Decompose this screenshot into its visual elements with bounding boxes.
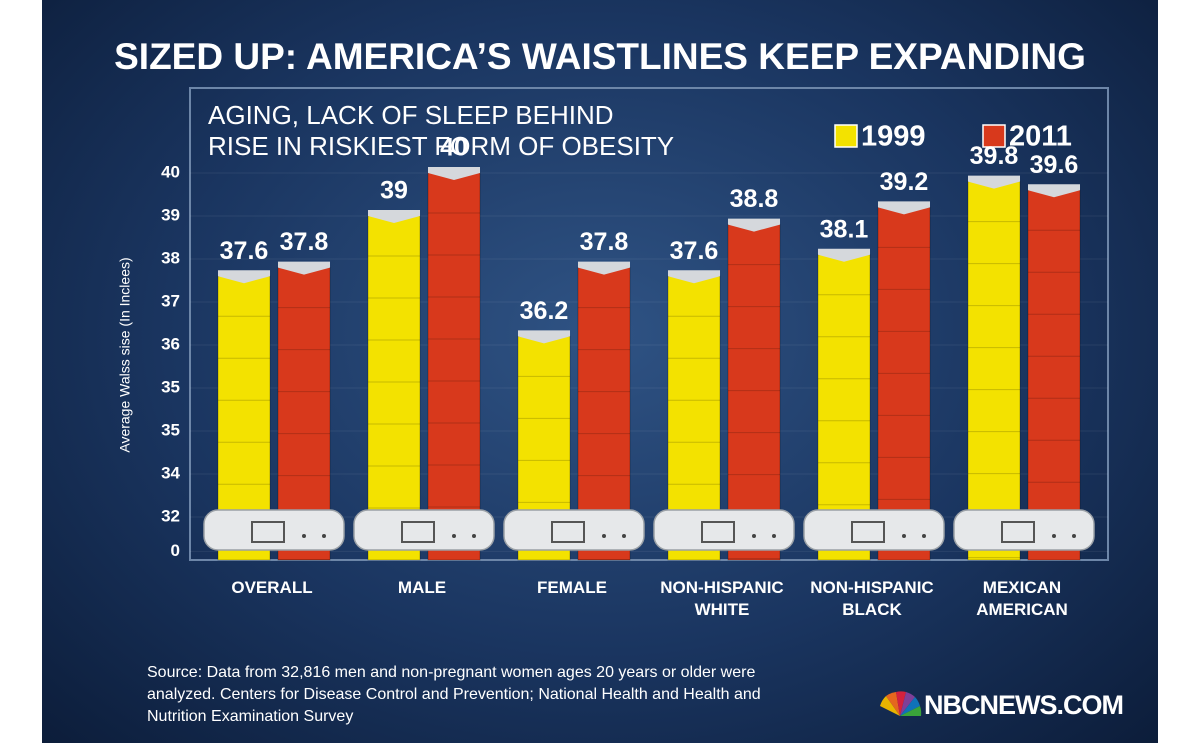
x-tick-label: NON-HISPANIC WHITE <box>660 578 784 619</box>
x-tick-label: FEMALE <box>537 578 607 597</box>
bar <box>967 181 1021 561</box>
bar-cap <box>878 201 930 215</box>
data-label: 37.6 <box>670 237 719 265</box>
y-axis-label: Average Walss sise (In Inclees) <box>117 257 133 452</box>
data-label: 40 <box>440 134 468 162</box>
belt <box>353 509 495 551</box>
data-label: 38.8 <box>730 185 779 213</box>
bar <box>367 215 421 561</box>
data-label: 36.2 <box>520 297 569 325</box>
data-label: 37.6 <box>220 237 269 265</box>
data-label: 38.1 <box>820 215 869 243</box>
belt-buckle <box>701 521 735 543</box>
y-tick-label: 34 <box>161 463 180 482</box>
y-tick-label: 38 <box>161 248 180 267</box>
belt-hole <box>452 534 456 538</box>
belt <box>203 509 345 551</box>
bar <box>817 254 871 561</box>
source-note: Source: Data from 32,816 men and non-pre… <box>147 664 761 725</box>
x-tick-label: NON-HISPANIC BLACK <box>810 578 934 619</box>
bar-cap <box>518 330 570 344</box>
x-tick-label: MEXICAN AMERICAN <box>976 578 1068 619</box>
logo-text: NBCNEWS.COM <box>924 690 1124 720</box>
belt-hole <box>772 534 776 538</box>
belt <box>503 509 645 551</box>
bar-cap <box>218 270 270 284</box>
legend-label: 2011 <box>1009 121 1072 153</box>
belt-hole <box>902 534 906 538</box>
data-label: 39.8 <box>970 142 1019 170</box>
bar <box>877 206 931 561</box>
bar-cap <box>368 210 420 223</box>
belt-hole <box>1072 534 1076 538</box>
legend-swatch <box>982 124 1006 148</box>
panel-frame <box>189 87 1109 561</box>
bar <box>1027 189 1081 561</box>
y-tick-label: 39 <box>161 205 180 224</box>
y-tick-label: 35 <box>161 420 180 439</box>
bar-cap <box>728 218 780 232</box>
belt-buckle <box>401 521 435 543</box>
legend-label: 1999 <box>861 121 926 153</box>
belt-hole <box>322 534 326 538</box>
belt-hole <box>1052 534 1056 538</box>
belt-hole <box>302 534 306 538</box>
y-tick-label: 0 <box>171 541 180 560</box>
belt-buckle <box>251 521 285 543</box>
bar-cap <box>278 261 330 275</box>
belt-buckle <box>1001 521 1035 543</box>
y-tick-label: 37 <box>161 291 180 310</box>
y-tick-label: 32 <box>161 506 180 525</box>
x-tick-label: OVERALL <box>231 578 313 597</box>
belt-hole <box>922 534 926 538</box>
x-tick-label: MALE <box>397 578 447 597</box>
belt-hole <box>602 534 606 538</box>
chart-title: SIZED UP: AMERICA’S WAISTLINES KEEP EXPA… <box>114 36 1086 77</box>
belt <box>653 509 795 551</box>
bar-cap <box>968 175 1020 189</box>
belt-hole <box>622 534 626 538</box>
belt <box>953 509 1095 551</box>
data-label: 39 <box>380 177 408 205</box>
bar-cap <box>1028 184 1080 198</box>
bar-cap <box>668 270 720 284</box>
bar <box>427 172 481 561</box>
belt-buckle <box>851 521 885 543</box>
data-label: 37.8 <box>280 228 329 256</box>
data-label: 37.8 <box>580 228 629 256</box>
data-label: 39.2 <box>880 168 929 196</box>
chart-subtitle: AGING, LACK OF SLEEP BEHIND RISE IN RISK… <box>208 100 675 161</box>
y-tick-label: 40 <box>161 162 180 181</box>
bar-cap <box>818 248 870 262</box>
belt-hole <box>752 534 756 538</box>
bar-cap <box>578 261 630 275</box>
y-tick-label: 36 <box>161 334 180 353</box>
belt-buckle <box>551 521 585 543</box>
belt <box>803 509 945 551</box>
logo-peacock <box>880 691 922 716</box>
data-label: 39.6 <box>1030 151 1079 179</box>
belt-hole <box>472 534 476 538</box>
bar <box>727 224 781 561</box>
bar-cap <box>428 167 480 180</box>
y-tick-label: 35 <box>161 377 180 396</box>
legend-swatch <box>834 124 858 148</box>
